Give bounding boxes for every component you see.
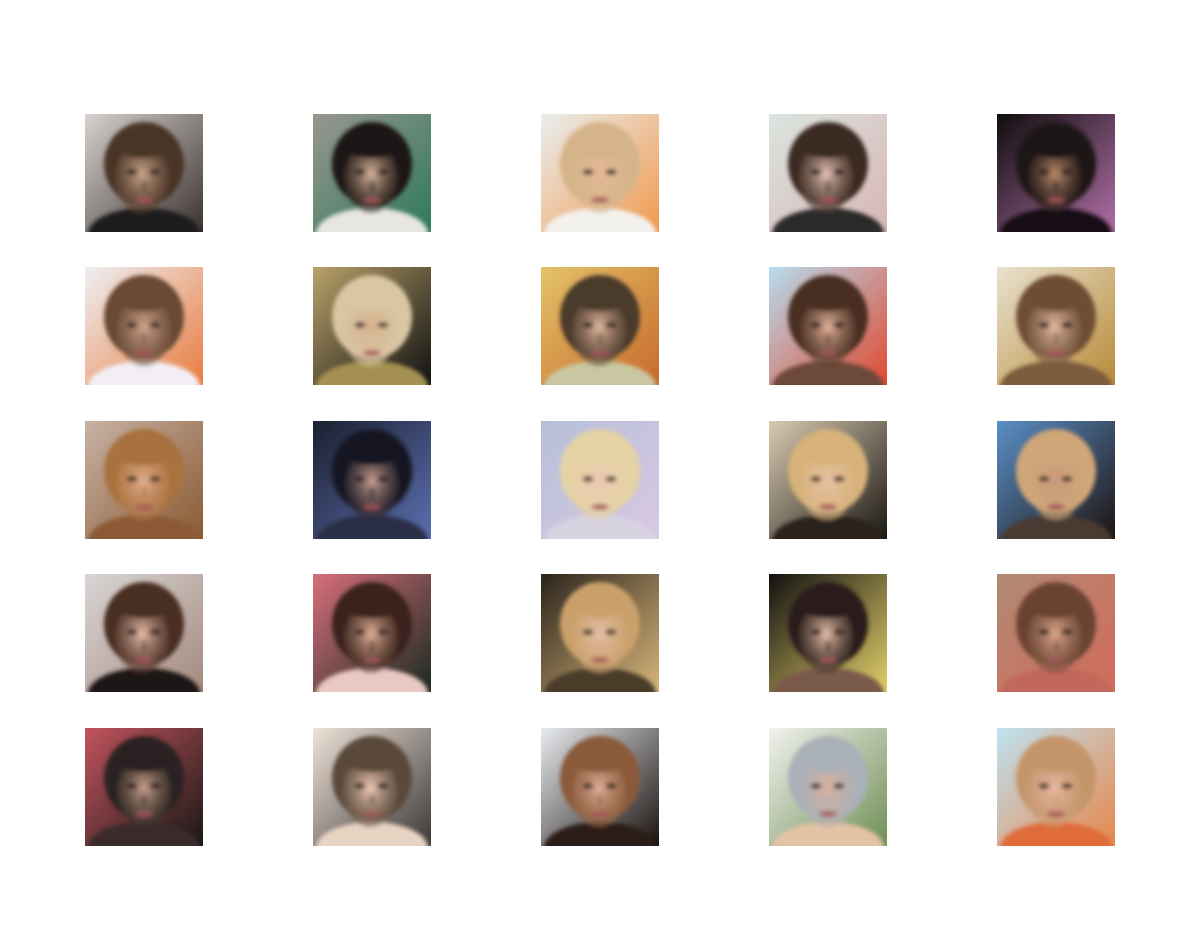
face-sample-r3-c3 [541, 421, 659, 539]
face-sample-r2-c1 [85, 267, 203, 385]
face-sample-r5-c5 [997, 728, 1115, 846]
face-sample-r3-c5 [997, 421, 1115, 539]
face-sample-r4-c3 [541, 574, 659, 692]
face-sample-image [997, 114, 1115, 232]
face-sample-image [997, 728, 1115, 846]
face-sample-image [541, 574, 659, 692]
face-sample-r4-c4 [769, 574, 887, 692]
face-sample-r3-c2 [313, 421, 431, 539]
face-sample-r5-c2 [313, 728, 431, 846]
face-sample-r2-c5 [997, 267, 1115, 385]
face-sample-image [541, 421, 659, 539]
face-sample-image [313, 267, 431, 385]
face-sample-image [541, 114, 659, 232]
face-sample-r1-c2 [313, 114, 431, 232]
face-sample-r5-c3 [541, 728, 659, 846]
face-sample-image [85, 114, 203, 232]
face-sample-image [769, 421, 887, 539]
face-sample-r2-c2 [313, 267, 431, 385]
face-sample-image [769, 574, 887, 692]
face-sample-image [769, 728, 887, 846]
face-sample-image [85, 267, 203, 385]
face-sample-r4-c5 [997, 574, 1115, 692]
face-sample-r1-c1 [85, 114, 203, 232]
face-sample-image [769, 114, 887, 232]
face-sample-r5-c1 [85, 728, 203, 846]
face-sample-image [997, 267, 1115, 385]
face-sample-image [85, 728, 203, 846]
face-sample-r2-c3 [541, 267, 659, 385]
face-sample-r1-c4 [769, 114, 887, 232]
face-sample-image [541, 728, 659, 846]
face-sample-r1-c3 [541, 114, 659, 232]
face-sample-image [313, 728, 431, 846]
face-sample-image [769, 267, 887, 385]
face-sample-image [85, 421, 203, 539]
face-sample-image [313, 114, 431, 232]
face-sample-image [541, 267, 659, 385]
face-sample-r5-c4 [769, 728, 887, 846]
face-sample-r4-c1 [85, 574, 203, 692]
face-sample-r3-c1 [85, 421, 203, 539]
face-sample-r4-c2 [313, 574, 431, 692]
face-sample-image [313, 421, 431, 539]
face-sample-image [313, 574, 431, 692]
face-sample-image [85, 574, 203, 692]
face-sample-image [997, 421, 1115, 539]
face-sample-image [997, 574, 1115, 692]
face-sample-r1-c5 [997, 114, 1115, 232]
face-sample-r2-c4 [769, 267, 887, 385]
face-sample-r3-c4 [769, 421, 887, 539]
